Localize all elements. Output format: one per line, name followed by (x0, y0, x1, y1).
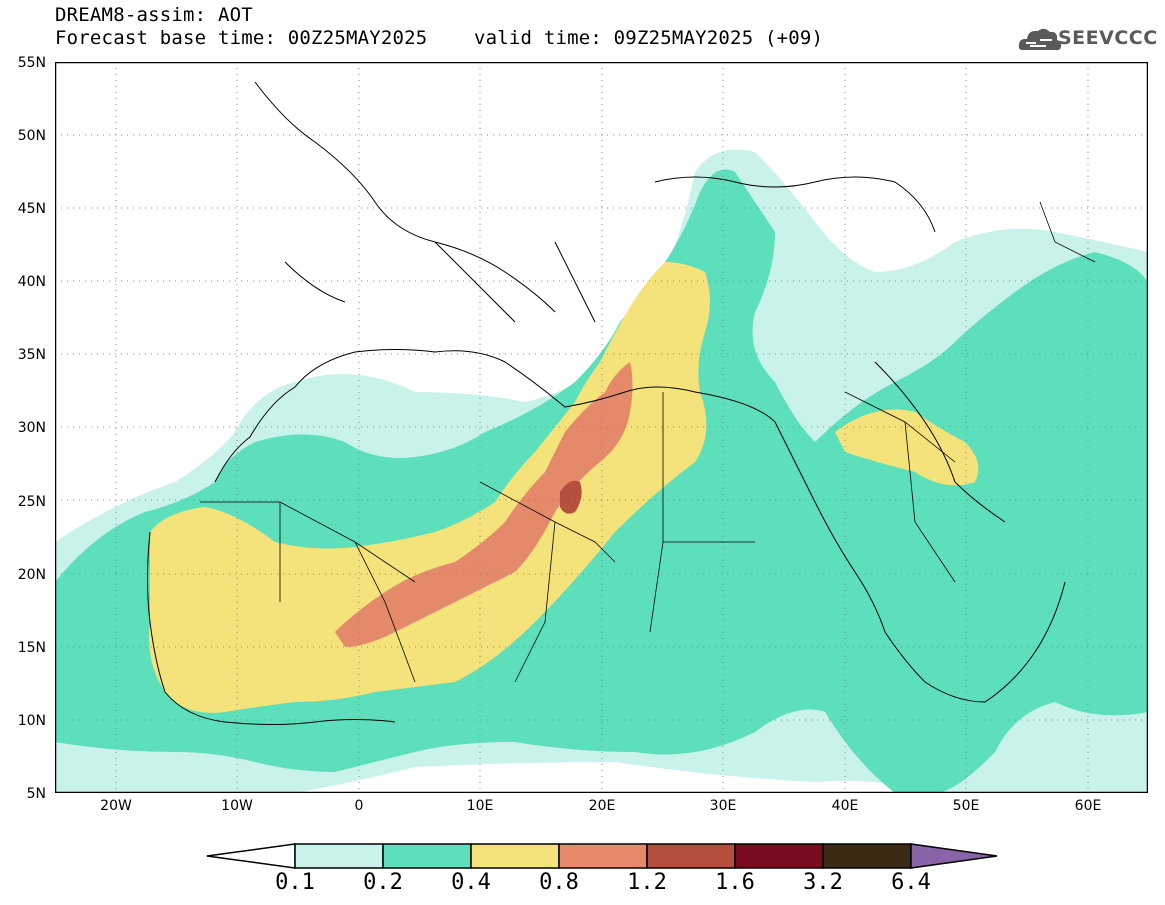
lon-tick: 20E (588, 798, 616, 814)
colorbar-segment (470, 843, 560, 869)
aot-map (55, 62, 1148, 793)
lon-tick: 60E (1074, 798, 1102, 814)
colorbar-segment (294, 843, 384, 869)
logo-text: SEEVCCC (1058, 27, 1158, 49)
colorbar-label: 1.6 (715, 870, 755, 895)
colorbar-label: 0.1 (275, 870, 315, 895)
lat-tick: 15N (17, 640, 46, 656)
colorbar-label: 0.8 (539, 870, 579, 895)
lon-tick: 10W (221, 798, 253, 814)
lon-tick: 50E (952, 798, 980, 814)
country-borders (200, 201, 1096, 683)
aot-band-0.8 (335, 362, 633, 647)
lon-tick: 10E (466, 798, 494, 814)
lat-tick: 20N (17, 567, 46, 583)
aot-band-0.4-arabia (835, 409, 979, 486)
colorbar-segment (558, 843, 648, 869)
colorbar-segment (646, 843, 736, 869)
colorbar-low-triangle (206, 843, 296, 869)
lon-tick: 30E (709, 798, 737, 814)
lat-tick: 10N (17, 713, 46, 729)
aot-band-1.2 (560, 480, 582, 514)
lat-tick: 35N (17, 347, 46, 363)
cloud-icon (1018, 28, 1062, 51)
lat-tick: 50N (17, 128, 46, 144)
lon-tick: 0 (354, 798, 364, 814)
lat-lon-grid (55, 62, 1148, 793)
lat-tick: 45N (17, 201, 46, 217)
aot-band-0.4 (149, 262, 710, 713)
colorbar-segment (382, 843, 472, 869)
colorbar-label: 0.4 (451, 870, 491, 895)
colorbar-label: 1.2 (627, 870, 667, 895)
colorbar (206, 843, 998, 869)
lon-tick: 20W (100, 798, 132, 814)
forecast-time-line: Forecast base time: 00Z25MAY2025 valid t… (55, 27, 824, 49)
colorbar-segment (734, 843, 824, 869)
lat-tick: 25N (17, 494, 46, 510)
colorbar-label: 3.2 (803, 870, 843, 895)
lat-tick: 5N (26, 786, 46, 802)
lon-tick: 40E (831, 798, 859, 814)
lat-tick: 30N (17, 420, 46, 436)
map-title: DREAM8-assim: AOT (55, 4, 253, 26)
lat-tick: 55N (17, 55, 46, 71)
colorbar-high-triangle (910, 843, 998, 869)
colorbar-label: 0.2 (363, 870, 403, 895)
colorbar-segment (822, 843, 912, 869)
colorbar-label: 6.4 (891, 870, 931, 895)
lat-tick: 40N (17, 274, 46, 290)
